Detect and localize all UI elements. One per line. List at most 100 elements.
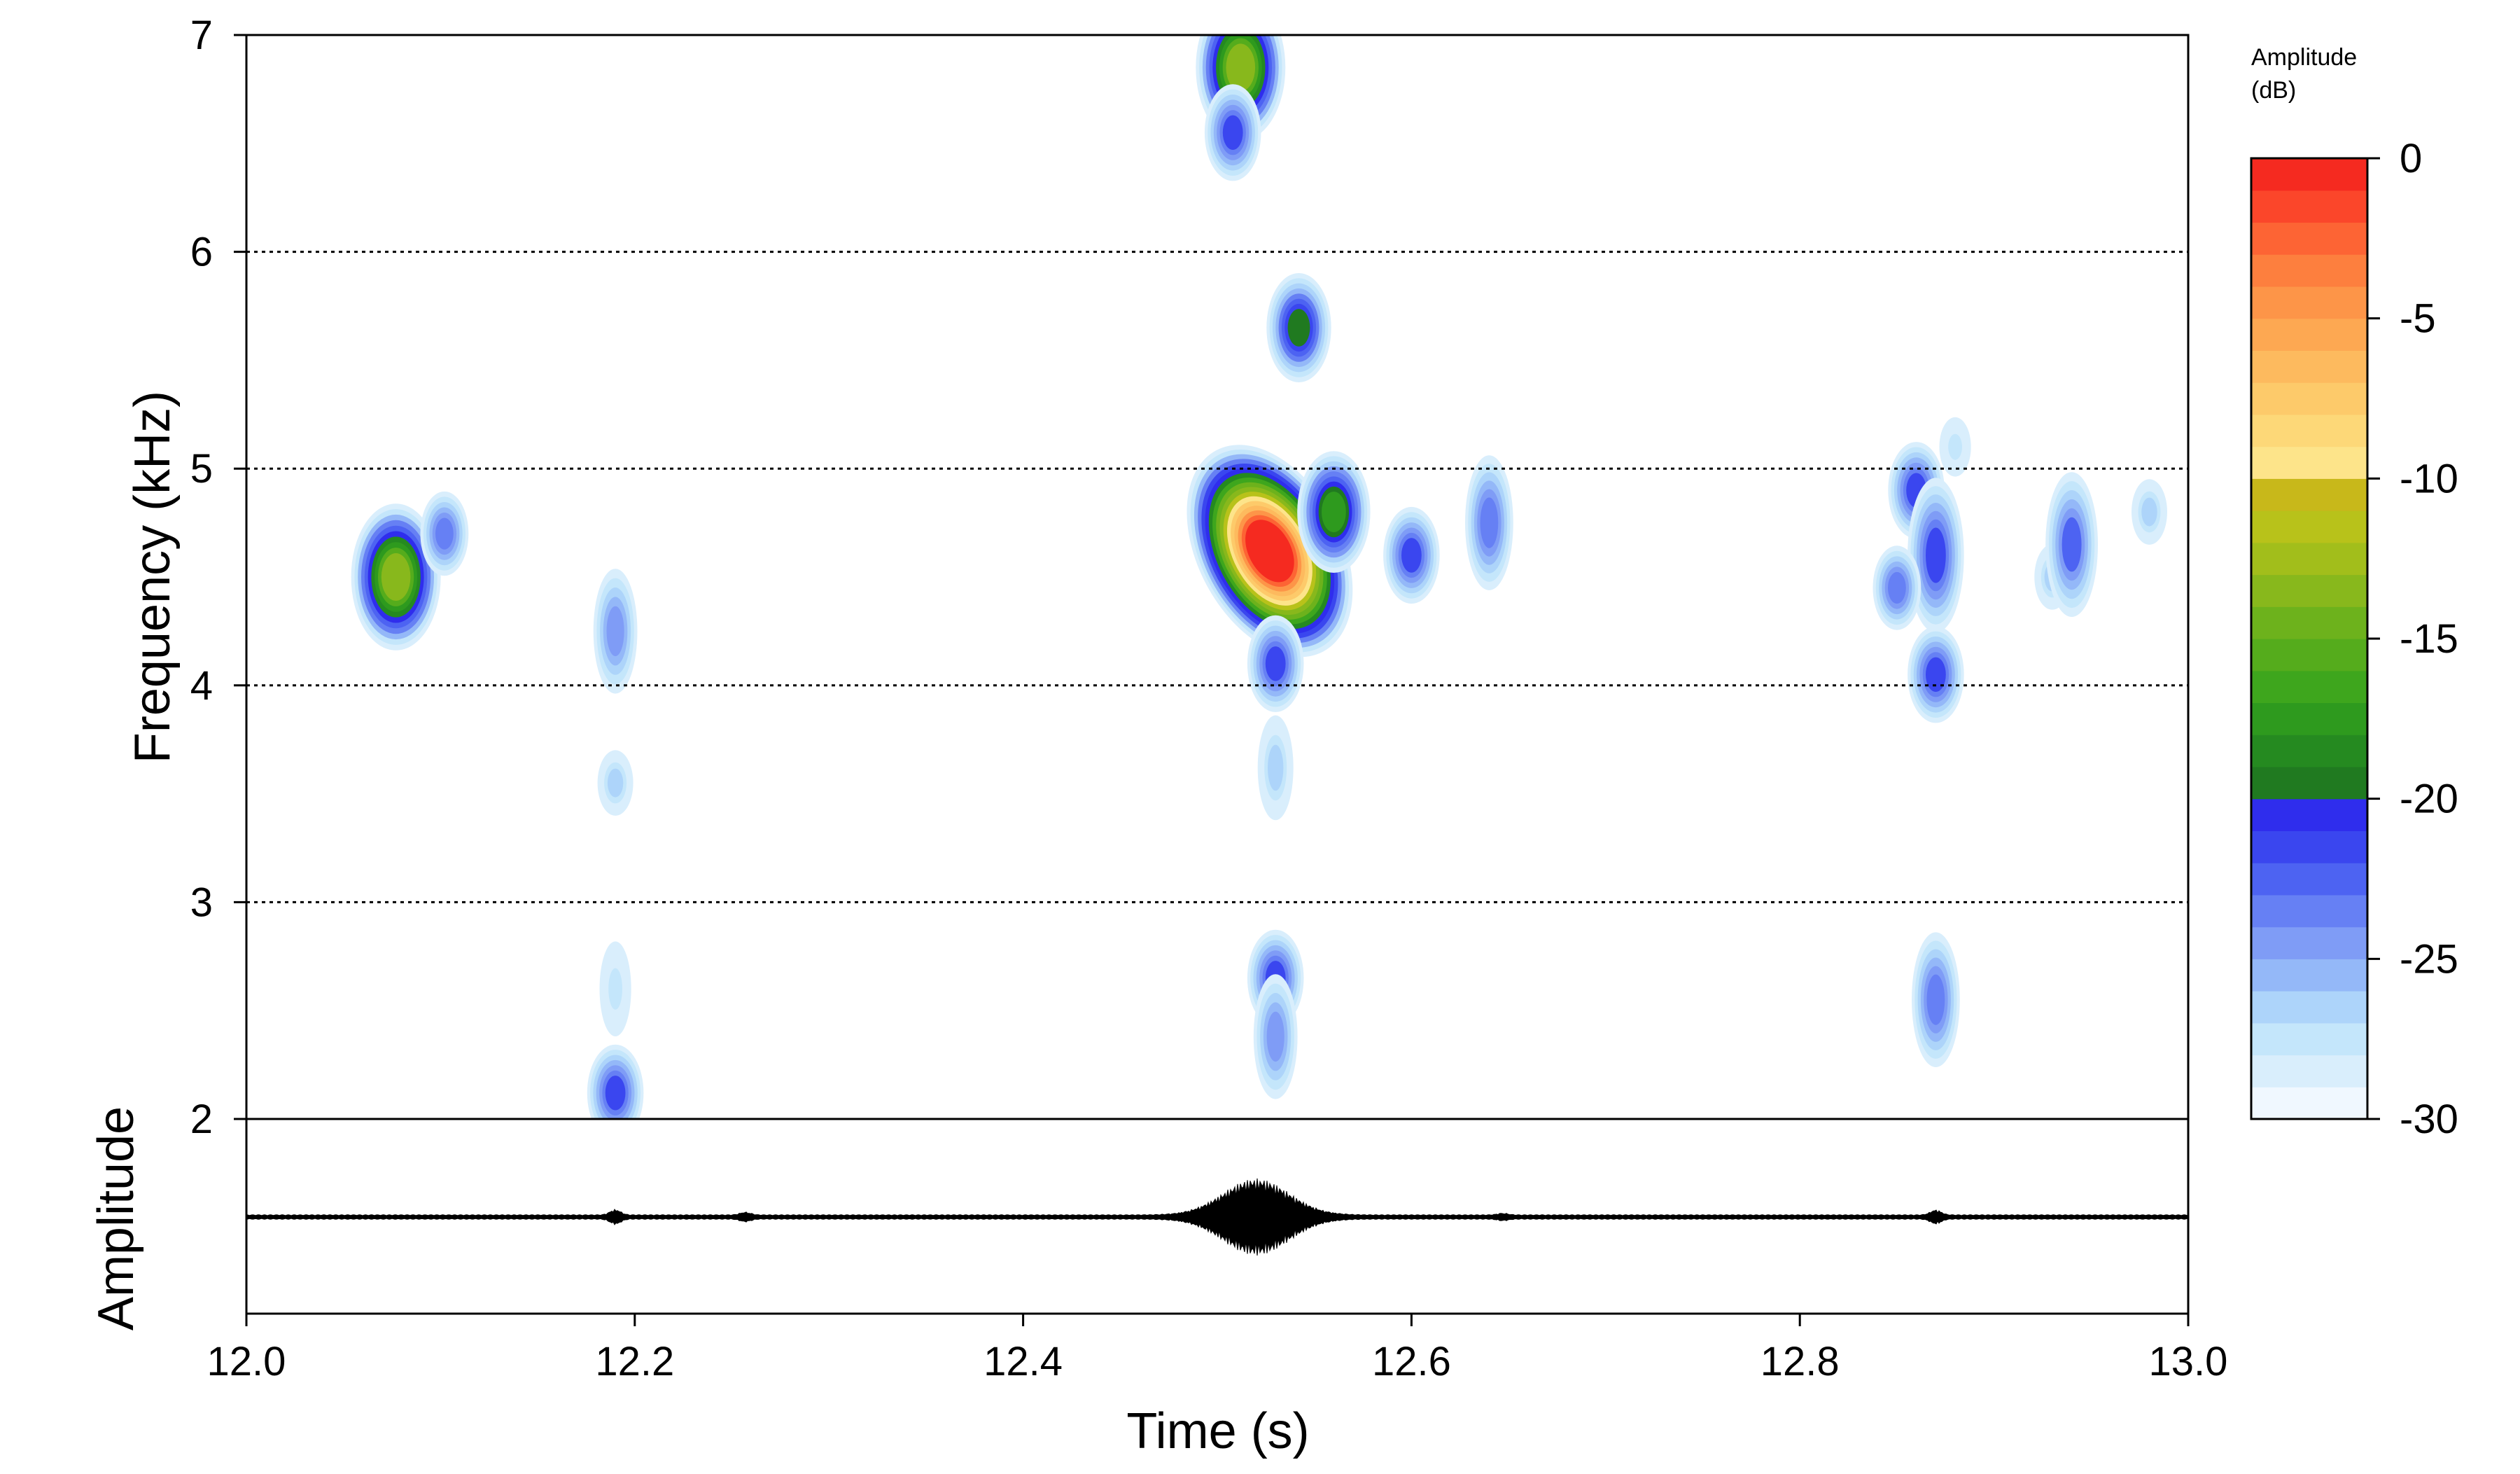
spectrogram-contour [1268, 744, 1284, 791]
oscillogram-plot-area [246, 1178, 2188, 1256]
y-tick-label: 7 [190, 13, 213, 58]
plot-frame [245, 34, 2190, 1315]
spectrogram-blob [597, 750, 634, 816]
colorbar-tick-label: -25 [2400, 936, 2458, 982]
colorbar-level [2251, 510, 2367, 543]
colorbar-level [2251, 286, 2367, 319]
colorbar-level [2251, 190, 2367, 223]
spectrogram-blob [420, 491, 469, 576]
spectrogram-contour [381, 553, 411, 601]
y-tick-label: 6 [190, 230, 213, 275]
spectrogram-contour [607, 768, 624, 798]
spectrogram-contour [1322, 492, 1346, 533]
y-tick-label: 4 [190, 663, 213, 709]
colorbar-level [2251, 863, 2367, 896]
spectrogram-blob [1907, 626, 1964, 723]
spectrogram-contour [1222, 115, 1243, 150]
spectrogram-blob [1872, 545, 1921, 630]
colorbar-level [2251, 318, 2367, 351]
colorbar: 0 -5 -10 -15 -20 -25 -30 [2250, 136, 2458, 1142]
x-tick-label: 12.0 [207, 1339, 286, 1384]
colorbar-level [2251, 766, 2367, 800]
spectrogram-blob [1204, 84, 1261, 181]
colorbar-level [2251, 478, 2367, 511]
x-axis-ticks: 12.0 12.2 12.4 12.6 12.8 13.0 [207, 1314, 2228, 1384]
spectrogram-blob [599, 941, 631, 1036]
spectrogram-contour [1265, 646, 1286, 681]
y-tick-label: 2 [190, 1097, 213, 1142]
colorbar-tick-label: -30 [2400, 1097, 2458, 1142]
colorbar-level [2251, 574, 2367, 607]
colorbar-level [2251, 735, 2367, 767]
colorbar-tick-label: -10 [2400, 456, 2458, 501]
colorbar-level [2251, 1055, 2367, 1087]
colorbar-level [2251, 670, 2367, 704]
x-tick-label: 12.2 [595, 1339, 674, 1384]
spectrogram-contour [1266, 1011, 1284, 1062]
colorbar-level [2251, 1022, 2367, 1056]
x-tick-label: 12.6 [1372, 1339, 1451, 1384]
colorbar-level [2251, 254, 2367, 287]
colorbar-tick-label: -5 [2400, 296, 2436, 342]
colorbar-level [2251, 639, 2367, 672]
spectrogram-contour [1287, 309, 1310, 347]
spectrogram-contour [1480, 497, 1499, 548]
colorbar-level [2251, 222, 2367, 255]
colorbar-level [2251, 542, 2367, 576]
x-axis-title: Time (s) [1126, 1403, 1309, 1459]
spectrogram-blob [593, 569, 638, 694]
spectrogram-contour [1888, 571, 1906, 604]
colorbar-level [2251, 446, 2367, 479]
spectrogram-blob [1257, 715, 1294, 821]
spectrogram-plot-area [351, 35, 2167, 1119]
spectrogram-blob [1907, 478, 1964, 633]
frequency-gridlines [246, 251, 2188, 903]
spectrogram-contour [1245, 520, 1294, 583]
spectrogram-blob [587, 1044, 644, 1119]
waveform-trace [246, 1178, 2188, 1256]
colorbar-tick-label: 0 [2400, 136, 2422, 181]
spectrogram-blob [1266, 273, 1331, 382]
spectrogram-contour [2141, 497, 2157, 527]
colorbar-title-line1: Amplitude [2251, 44, 2357, 71]
y-tick-label: 3 [190, 879, 213, 925]
colorbar-level [2251, 1087, 2367, 1120]
spectrogram-blob [1912, 932, 1960, 1067]
spectrogram-blob [1465, 455, 1513, 590]
colorbar-level [2251, 606, 2367, 639]
colorbar-level [2251, 959, 2367, 992]
colorbar-level [2251, 702, 2367, 735]
colorbar-level [2251, 991, 2367, 1024]
colorbar-level [2251, 414, 2367, 447]
plot-frames [245, 34, 2190, 1315]
spectrogram-contour [605, 1076, 626, 1111]
colorbar-level [2251, 894, 2367, 928]
spectrogram-blob [1383, 506, 1440, 604]
x-tick-label: 12.8 [1760, 1339, 1840, 1384]
spectrogram-blob [1297, 451, 1371, 573]
spectrogram-contour [1926, 657, 1946, 692]
colorbar-tick-label: -15 [2400, 616, 2458, 662]
y-axis-title: Frequency (kHz) [125, 391, 181, 763]
x-tick-label: 12.4 [983, 1339, 1063, 1384]
spectrogram-blob [1253, 974, 1298, 1099]
spectrogram-contour [1401, 538, 1422, 573]
spectrogram-blob [1247, 615, 1304, 712]
spectrogram-contour [1226, 43, 1256, 92]
spectrogram-contour [1948, 433, 1963, 460]
colorbar-title-line2: (dB) [2251, 77, 2296, 104]
x-tick-label: 13.0 [2149, 1339, 2228, 1384]
spectrogram-contour [1926, 974, 1945, 1025]
spectrogram-contour [1926, 527, 1946, 583]
spectrogram-blob [1186, 445, 1353, 658]
y-tick-label: 5 [190, 446, 213, 492]
colorbar-level [2251, 926, 2367, 959]
colorbar-level [2251, 350, 2367, 383]
spectrogram-contour [608, 968, 622, 1010]
spectrogram-blob [1939, 417, 1971, 477]
colorbar-level [2251, 830, 2367, 863]
spectrogram-blob [2132, 479, 2167, 545]
spectrogram-contour [606, 606, 624, 657]
